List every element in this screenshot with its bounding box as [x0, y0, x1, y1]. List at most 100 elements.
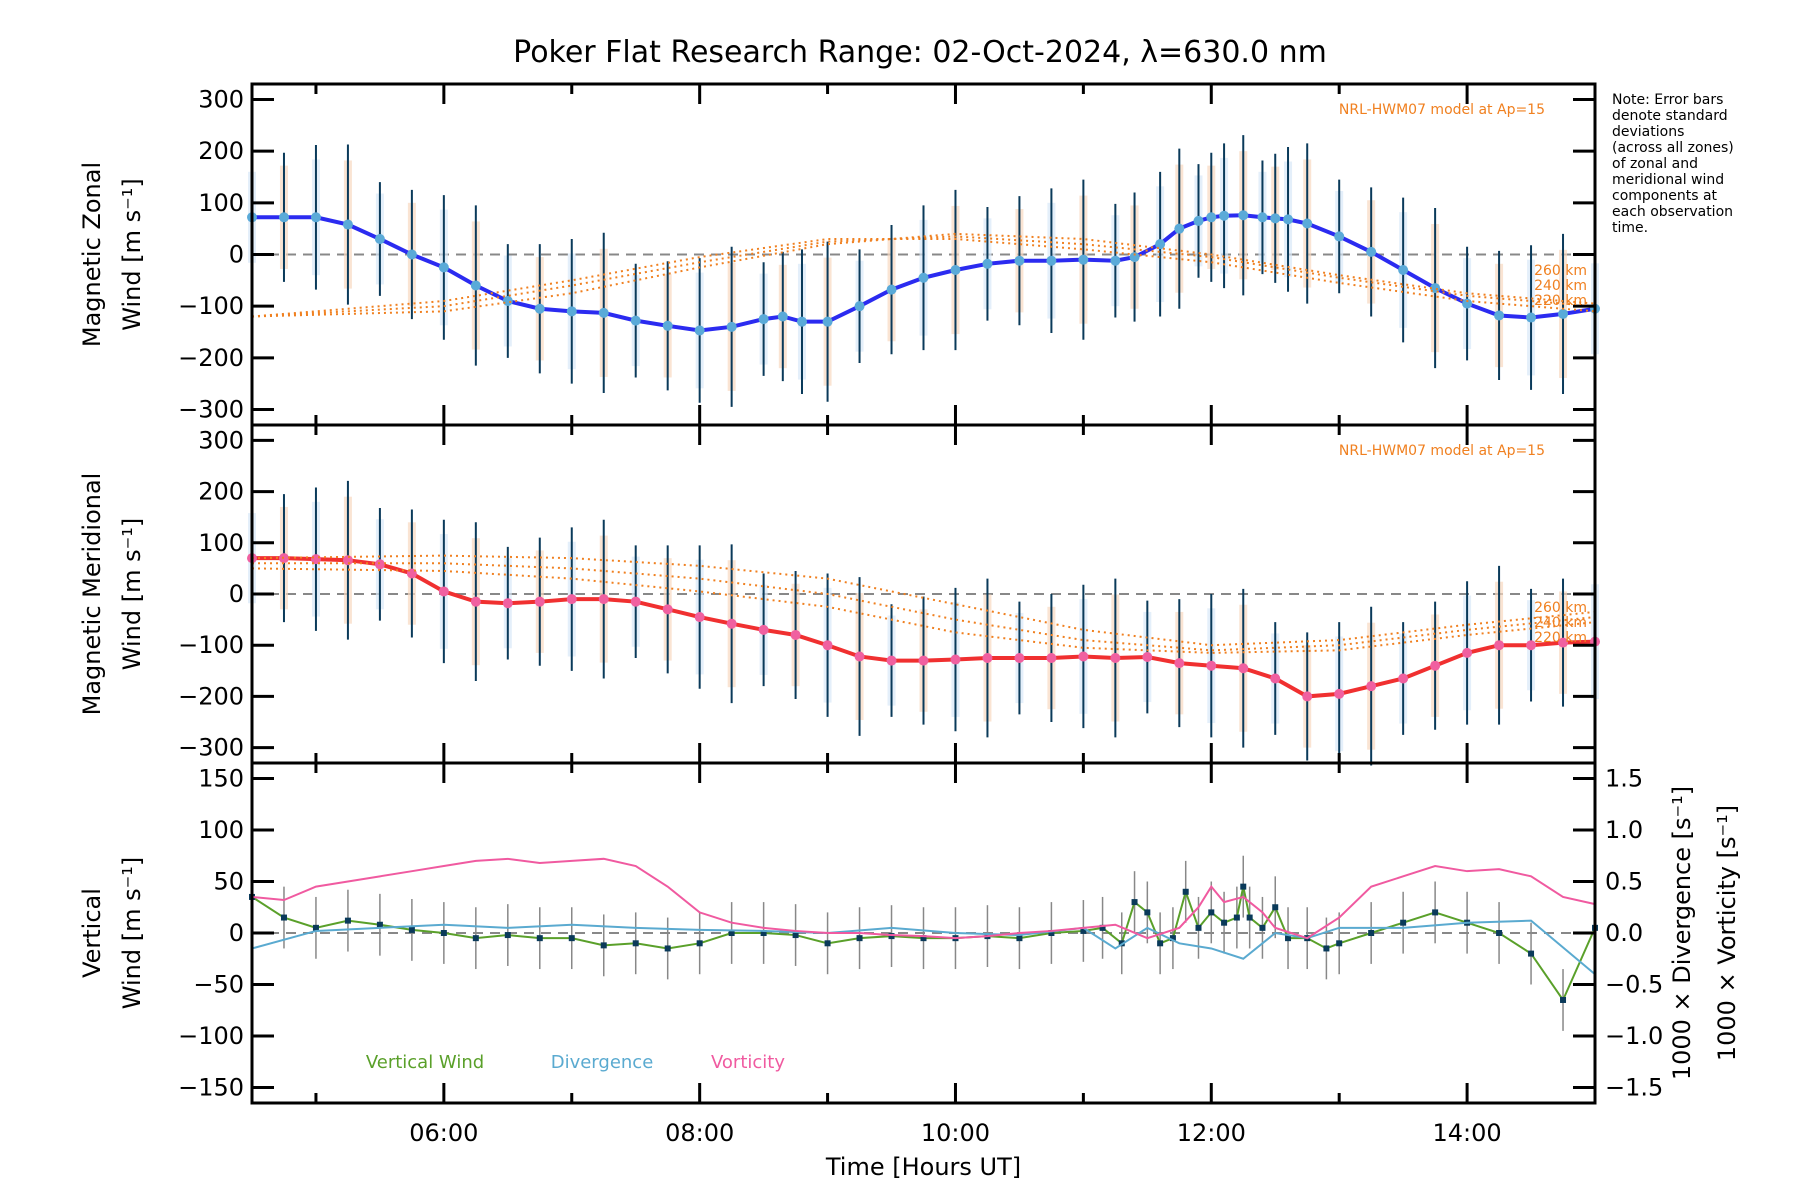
- data-point: [632, 940, 639, 947]
- data-point: [1174, 223, 1185, 234]
- data-point: [502, 296, 513, 306]
- data-point: [1208, 909, 1215, 916]
- data-point: [374, 559, 385, 570]
- y2-tick-label: −0.5: [1605, 971, 1663, 999]
- y-tick-label: 300: [198, 426, 244, 454]
- data-point: [1558, 637, 1569, 648]
- y-tick-label: −50: [193, 971, 244, 999]
- data-point: [1366, 681, 1377, 692]
- data-point: [1238, 210, 1249, 221]
- model-altitude-label: 220 km: [1534, 293, 1587, 309]
- note-line: (across all zones): [1612, 140, 1734, 156]
- y2-tick-label: −1.0: [1605, 1022, 1663, 1050]
- y2-axis-label-vorticity: 1000 × Vorticity [s⁻¹]: [1713, 805, 1741, 1061]
- y-axis-label: Magnetic Meridional: [78, 473, 106, 716]
- data-point: [918, 655, 929, 666]
- y-tick-label: 100: [198, 816, 244, 844]
- data-point: [726, 618, 737, 629]
- data-point: [1558, 308, 1569, 319]
- data-point: [342, 555, 353, 566]
- data-point: [1155, 239, 1166, 250]
- data-point: [1302, 218, 1313, 229]
- data-point: [278, 212, 289, 223]
- data-point: [728, 930, 735, 936]
- data-point: [1221, 919, 1228, 926]
- panel-zonal: 300 200 100 0 −100 −200 −300 Magnetic Zonal Wind…: [78, 82, 1600, 427]
- data-point: [950, 265, 961, 275]
- data-point: [568, 935, 575, 942]
- data-point: [918, 272, 929, 283]
- data-point: [1110, 255, 1121, 266]
- data-point: [502, 598, 513, 609]
- data-point: [696, 940, 703, 947]
- y-tick-label: 150: [198, 764, 244, 792]
- series-line-nrl-hwm07-220-km: [251, 238, 1596, 318]
- data-point: [1366, 246, 1377, 257]
- y-tick-label: 200: [198, 478, 244, 506]
- data-point: [534, 596, 545, 607]
- data-point: [777, 311, 788, 322]
- y-tick-label: 200: [198, 137, 244, 165]
- data-point: [1169, 935, 1176, 942]
- data-point: [796, 316, 807, 327]
- data-point: [694, 325, 705, 336]
- y-tick-label: 100: [198, 529, 244, 557]
- chart-title: Poker Flat Research Range: 02-Oct-2024, …: [513, 35, 1327, 70]
- data-point: [470, 280, 481, 291]
- data-point: [1014, 653, 1025, 664]
- data-point: [1398, 673, 1409, 684]
- data-point: [1398, 265, 1409, 275]
- y-axis-label: Vertical: [78, 888, 106, 978]
- data-point: [1142, 651, 1153, 662]
- data-point: [822, 640, 833, 651]
- note-line: deviations: [1612, 124, 1684, 140]
- data-point: [1270, 213, 1281, 224]
- data-point: [1494, 640, 1505, 651]
- data-point: [1182, 888, 1189, 895]
- data-point: [376, 921, 383, 928]
- data-point: [342, 219, 353, 230]
- data-point: [598, 307, 609, 318]
- data-point: [854, 301, 865, 312]
- data-point: [1336, 940, 1343, 947]
- model-altitude-label: 240 km: [1534, 615, 1587, 631]
- data-point: [472, 935, 479, 942]
- data-point: [344, 917, 351, 924]
- x-tick-label: 12:00: [1177, 1119, 1246, 1147]
- data-point: [888, 933, 895, 940]
- series-line-nrl-hwm07-240-km: [251, 235, 1596, 318]
- data-point: [280, 914, 287, 921]
- data-point: [664, 945, 671, 952]
- y2-tick-label: −1.5: [1605, 1074, 1663, 1102]
- data-point: [534, 303, 545, 314]
- data-point: [504, 932, 511, 939]
- data-point: [1496, 930, 1503, 936]
- y-tick-label: 0: [229, 919, 244, 947]
- series-line-nrl-hwm07-240-km: [252, 562, 1596, 652]
- y-tick-label: 0: [229, 241, 244, 269]
- data-point: [1144, 909, 1151, 916]
- y2-axis-label-divergence: 1000 × Divergence [s⁻¹]: [1668, 786, 1696, 1080]
- data-point: [1430, 660, 1441, 671]
- data-point: [982, 258, 993, 269]
- data-point: [1240, 883, 1247, 890]
- data-point: [1283, 214, 1294, 225]
- panel-meridional: 300 200 100 0 −100 −200 −300 Magnetic Meridiona…: [78, 423, 1600, 766]
- series-line-nrl-hwm07-260-km: [251, 554, 1596, 647]
- data-point: [758, 624, 769, 635]
- data-point: [1432, 909, 1439, 916]
- data-point: [1270, 673, 1281, 684]
- panel-vertical: 150 100 50 0 −50 −100 −150 Vertical Wind [m s⁻¹]…: [78, 761, 1741, 1181]
- data-point: [792, 932, 799, 939]
- y-tick-label: −150: [178, 1074, 244, 1102]
- data-point: [1206, 660, 1217, 671]
- y-tick-label: 100: [198, 189, 244, 217]
- data-point: [1014, 255, 1025, 266]
- y-axis-label: Wind [m s⁻¹]: [118, 518, 146, 670]
- data-point: [1131, 899, 1138, 906]
- y-tick-label: −200: [178, 344, 244, 372]
- data-point: [662, 320, 673, 331]
- legend-item: Vertical Wind: [366, 1052, 484, 1073]
